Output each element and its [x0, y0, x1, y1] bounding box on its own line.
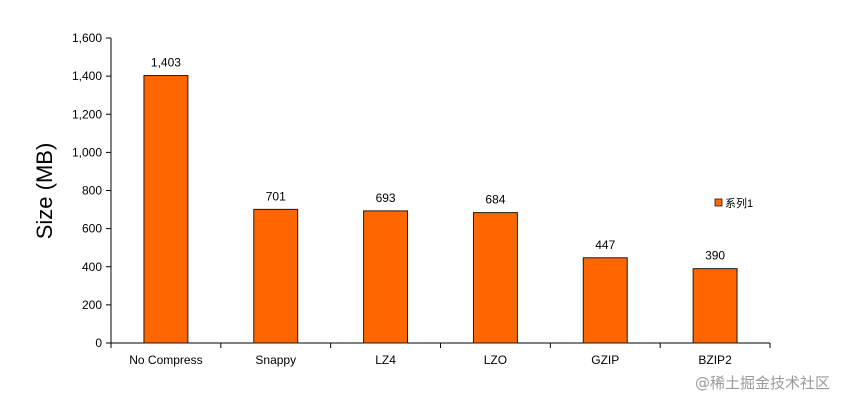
axes: 0 200 400 600 800 1,000 1,200 1,400 1,600 — [72, 31, 771, 350]
y-tick-label: 200 — [82, 298, 102, 312]
y-tick-label: 800 — [82, 184, 102, 198]
data-label: 693 — [376, 191, 396, 205]
category-label: Snappy — [255, 353, 296, 367]
legend-label: 系列1 — [725, 196, 753, 210]
y-tick-label: 400 — [82, 260, 102, 274]
legend: 系列1 — [714, 196, 753, 210]
y-tick-label: 600 — [82, 222, 102, 236]
bar — [143, 75, 189, 344]
data-label: 1,403 — [151, 56, 181, 70]
bar — [472, 212, 518, 344]
category-label: LZO — [484, 353, 507, 367]
y-tick-label: 1,400 — [72, 69, 102, 83]
category-label: BZIP2 — [698, 353, 732, 367]
bar — [582, 257, 628, 344]
bar — [692, 268, 738, 344]
legend-swatch — [714, 198, 723, 207]
bars: 1,403 No Compress 701 Snappy 693 LZ4 684 LZO 447… — [129, 56, 738, 367]
bar — [253, 208, 299, 344]
y-tick-label: 0 — [95, 336, 102, 350]
data-label: 684 — [485, 193, 505, 207]
bar — [363, 210, 409, 344]
watermark: @稀土掘金技术社区 — [694, 374, 830, 392]
category-label: LZ4 — [375, 353, 396, 367]
data-label: 701 — [266, 189, 286, 203]
data-label: 390 — [705, 249, 725, 263]
category-label: GZIP — [591, 353, 619, 367]
y-axis-label: Size (MB) — [32, 143, 57, 240]
y-tick-label: 1,000 — [72, 145, 102, 159]
y-tick-label: 1,200 — [72, 107, 102, 121]
y-tick-label: 1,600 — [72, 31, 102, 45]
data-label: 447 — [595, 238, 615, 252]
category-label: No Compress — [129, 353, 202, 367]
